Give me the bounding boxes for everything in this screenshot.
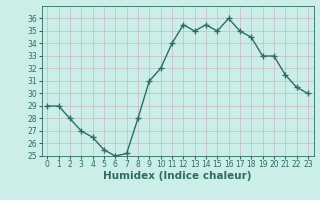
X-axis label: Humidex (Indice chaleur): Humidex (Indice chaleur) bbox=[103, 171, 252, 181]
